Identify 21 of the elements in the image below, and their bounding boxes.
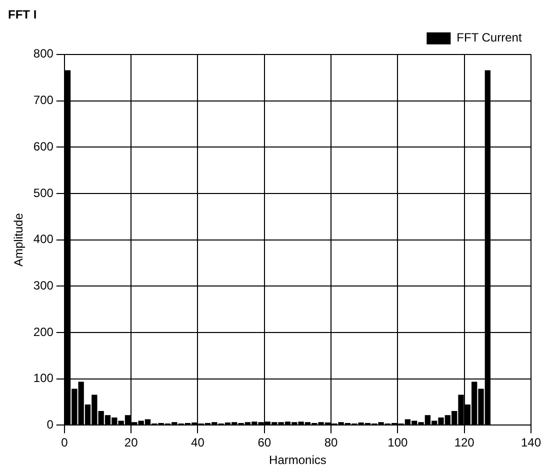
- x-tick-label: 40: [191, 436, 205, 450]
- x-tick-label: 60: [258, 436, 272, 450]
- x-tick-label: 0: [61, 436, 68, 450]
- y-tick-label: 0: [46, 418, 54, 432]
- y-tick-label: 800: [33, 46, 54, 61]
- legend-label: FFT Current: [456, 30, 522, 45]
- x-tick-label: 100: [388, 436, 408, 450]
- x-tick-label: 80: [324, 436, 338, 450]
- y-tick-label: 300: [33, 278, 54, 292]
- x-axis-title: Harmonics: [269, 453, 326, 468]
- y-tick-label: 600: [33, 139, 54, 154]
- x-tick-label: 140: [520, 436, 542, 450]
- y-tick-label: 400: [33, 232, 54, 246]
- y-axis-title: Amplitude: [12, 212, 26, 266]
- x-tick-label: 20: [124, 436, 138, 450]
- y-tick-label: 700: [33, 93, 54, 108]
- y-tick-label: 100: [33, 371, 54, 386]
- chart-title: FFT I: [8, 8, 37, 22]
- x-tick-label: 120: [454, 436, 475, 450]
- y-tick-label: 200: [33, 324, 54, 339]
- y-tick-label: 500: [33, 186, 54, 200]
